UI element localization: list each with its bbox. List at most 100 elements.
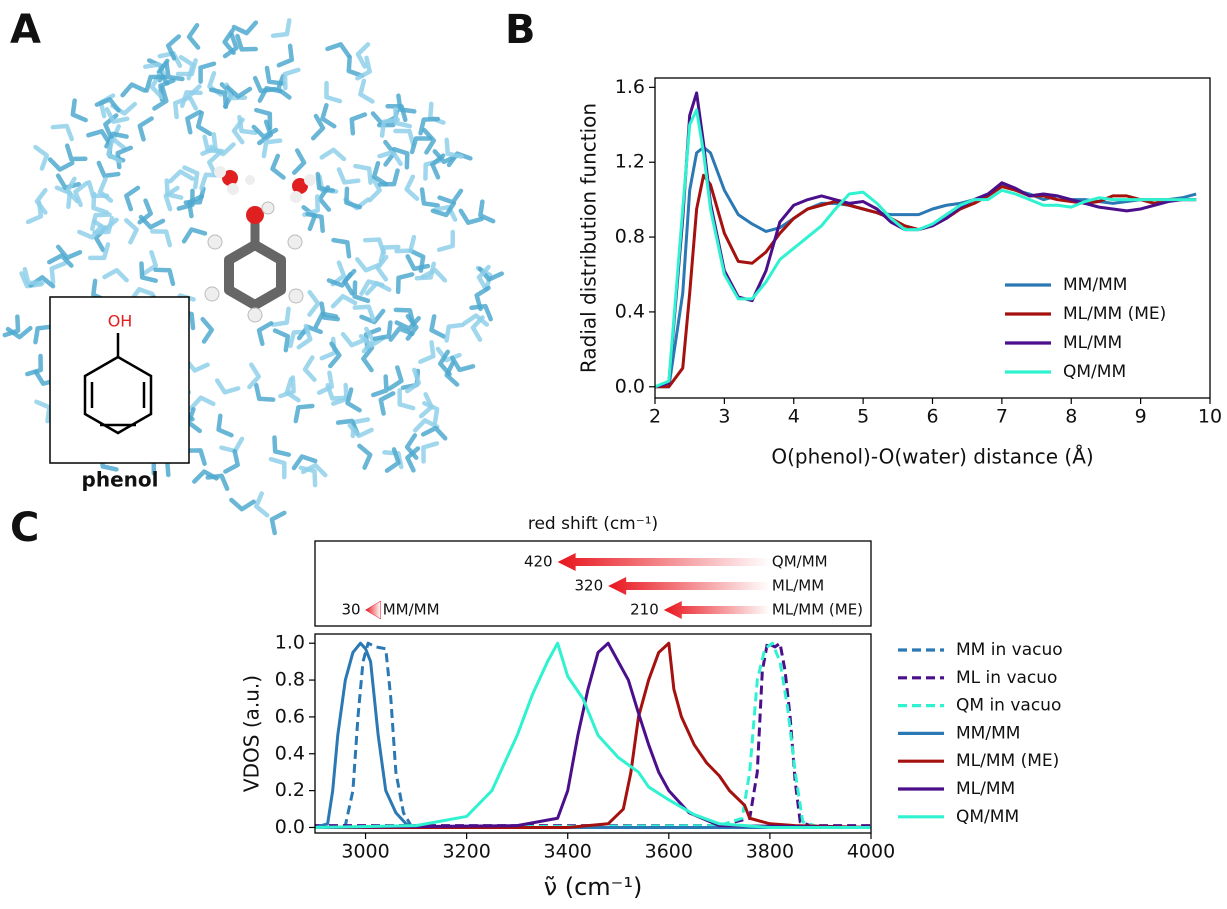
y-tick-label: 0.2 [275,779,305,801]
series-line [314,641,871,829]
y-tick-label: 0.8 [615,226,645,248]
water [124,185,141,212]
shift-value: 320 [575,577,604,595]
water [444,322,465,343]
y-tick-label: 1.2 [615,151,645,173]
legend-label: ML/MM (ME) [956,751,1059,771]
water [176,188,195,211]
arrow-title: red shift (cm⁻¹) [528,514,658,534]
water [55,173,82,190]
water [86,129,112,146]
water [370,374,389,398]
water [90,212,112,232]
water [208,87,229,110]
water [231,117,245,145]
y-axis-label: VDOS (a.u.) [240,675,264,792]
water [371,160,389,187]
water [275,73,292,100]
y-tick-label: 0.8 [275,669,305,691]
water [302,194,320,217]
water [153,267,176,287]
x-tick-label: 5 [857,406,869,428]
panel-label: B [505,7,536,53]
water [165,34,182,61]
water [214,378,241,395]
water [353,163,373,185]
water [324,80,343,104]
water [305,211,325,234]
phenol-inset: OH phenol [49,296,190,492]
water [192,469,219,484]
arrow-frame [314,540,872,627]
water [422,127,437,155]
water [47,253,74,268]
water [268,456,287,480]
water [393,128,416,147]
water [182,165,200,190]
water [270,306,291,327]
water [272,435,292,457]
water [91,191,109,215]
water [70,98,88,123]
molecule-label: phenol [82,468,159,492]
water [254,491,270,518]
shift-arrow [365,600,381,620]
water [358,78,375,104]
water [104,131,129,149]
water [313,311,339,329]
water [331,237,352,259]
water [189,395,216,411]
water [469,303,493,322]
shift-value: 30 [341,601,360,619]
water [251,124,279,140]
water [359,308,386,325]
water [420,425,448,441]
series-line [314,641,871,829]
x-tick-label: 4000 [847,841,895,863]
water [418,340,436,364]
legend-label: ML/MM [1063,333,1122,353]
water [173,95,191,120]
water [359,279,385,296]
water [276,43,295,68]
water [143,62,168,80]
water [397,388,416,411]
water [272,328,291,353]
water [86,180,110,198]
water [325,42,351,59]
y-tick-label: 0.0 [275,816,305,838]
water [470,315,485,342]
water [478,199,496,224]
water [412,418,440,433]
water [137,116,154,142]
x-tick-label: 10 [1198,406,1222,428]
x-tick-label: 3000 [341,841,389,863]
water [302,355,317,383]
water [257,86,283,103]
water [476,264,491,292]
water [77,224,104,240]
water [187,84,202,111]
water [94,97,121,113]
phenol-3d [204,166,316,323]
water [2,314,21,338]
water [152,85,169,111]
series-line [654,108,1197,389]
water [361,326,376,354]
water [34,187,48,215]
water [408,248,426,273]
water [437,188,464,205]
water [253,382,276,402]
water [430,153,446,180]
water [144,74,167,93]
water [430,201,457,218]
water [34,399,52,424]
water [362,237,386,256]
series-line [314,641,871,829]
water [378,391,396,416]
water [404,433,419,460]
y-tick-label: 0.4 [615,300,645,322]
water [200,132,218,156]
water [185,109,203,135]
water [385,103,408,123]
